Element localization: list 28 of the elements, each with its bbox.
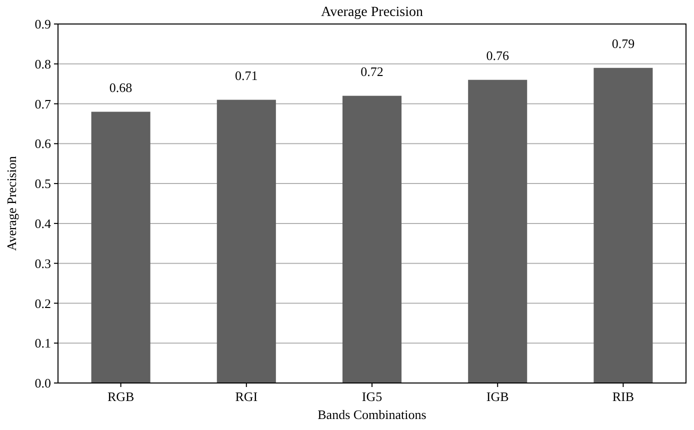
y-tick-label: 0.4 [34,216,52,231]
data-label: 0.68 [109,80,132,95]
bar [216,100,276,383]
y-tick-label: 0.5 [34,176,51,192]
chart-title: Average Precision [321,5,423,20]
x-tick-label: IG5 [362,389,382,404]
bar [342,96,402,383]
data-label: 0.79 [612,36,635,51]
data-label: 0.72 [360,64,384,79]
data-label: 0.76 [486,48,510,63]
y-tick-label: 0.3 [34,256,51,271]
bar [468,80,528,383]
x-tick-label: RGB [107,389,134,404]
data-label: 0.71 [235,68,258,83]
y-tick-label: 0.9 [34,16,51,32]
y-tick-label: 0.6 [34,136,52,152]
bar [91,112,150,383]
x-tick-label: RIB [612,389,634,404]
y-axis-title: Average Precision [4,156,19,251]
bar [594,68,653,383]
y-tick-label: 0.1 [34,336,51,351]
y-tick-label: 0.7 [34,96,52,112]
y-tick-label: 0.2 [34,296,51,311]
x-tick-label: RGI [235,389,258,404]
y-tick-label: 0.0 [34,376,51,391]
x-axis-title: Bands Combinations [318,407,426,422]
y-tick-label: 0.8 [34,56,51,72]
x-tick-label: IGB [486,389,510,404]
